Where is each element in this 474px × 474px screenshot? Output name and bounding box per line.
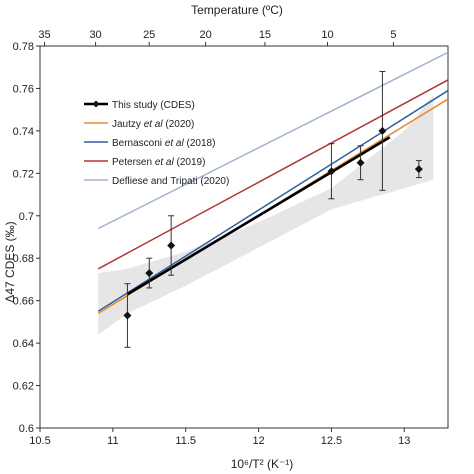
y-axis-title: Δ47 CDES (‰) xyxy=(3,221,17,302)
top-tick-label-3: 25 xyxy=(143,29,155,41)
y-tick-label-8: 0.74 xyxy=(13,126,34,138)
y-tick-label-2: 0.62 xyxy=(13,381,34,393)
y-tick-label-7: 0.72 xyxy=(13,168,34,180)
data-point-4 xyxy=(327,167,336,176)
top-tick-label-5: 15 xyxy=(259,29,271,41)
plot-frame xyxy=(39,45,449,429)
legend-label-3: Bernasconi et al (2018) xyxy=(112,138,215,149)
y-tick-label-10: 0.78 xyxy=(13,41,34,53)
data-point-6 xyxy=(378,126,387,135)
series-line-4 xyxy=(97,79,449,270)
legend-label-4: Petersen et al (2019) xyxy=(112,157,205,168)
x-tick-label-5: 12.5 xyxy=(321,435,342,447)
y-tick-label-3: 0.64 xyxy=(13,338,34,350)
top-tick-label-1: 35 xyxy=(38,29,50,41)
data-point-1 xyxy=(123,311,132,320)
data-point-7 xyxy=(414,165,423,174)
top-tick-label-6: 10 xyxy=(321,29,333,41)
y-tick-label-1: 0.6 xyxy=(19,423,34,435)
legend-marker-1 xyxy=(92,100,100,108)
data-point-5 xyxy=(356,158,365,167)
x-tick-label-6: 13 xyxy=(398,435,410,447)
confidence-band xyxy=(98,94,434,335)
y-tick-label-6: 0.7 xyxy=(19,211,34,223)
x-tick-label-1: 10.5 xyxy=(29,435,50,447)
series-line-3 xyxy=(97,89,449,312)
x-tick-label-3: 11.5 xyxy=(175,435,196,447)
x-tick-label-2: 11 xyxy=(107,435,118,447)
series-line-5 xyxy=(97,51,449,230)
top-tick-label-2: 30 xyxy=(89,29,101,41)
top-tick-label-4: 20 xyxy=(199,29,211,41)
data-point-2 xyxy=(145,269,154,278)
x-axis-title: 10⁶/T² (K⁻¹) xyxy=(231,457,294,471)
y-tick-label-4: 0.66 xyxy=(13,296,34,308)
y-tick-label-5: 0.68 xyxy=(13,253,34,265)
top-axis-title: Temperature (ºC) xyxy=(191,3,283,17)
legend-label-5: Defliese and Tripati (2020) xyxy=(112,176,229,187)
x-tick-label-4: 12 xyxy=(252,435,264,447)
top-tick-label-7: 5 xyxy=(390,29,396,41)
legend-label-1: This study (CDES) xyxy=(112,100,195,111)
y-tick-label-9: 0.76 xyxy=(13,83,34,95)
data-point-3 xyxy=(167,241,176,250)
legend-label-2: Jautzy et al (2020) xyxy=(112,119,194,130)
